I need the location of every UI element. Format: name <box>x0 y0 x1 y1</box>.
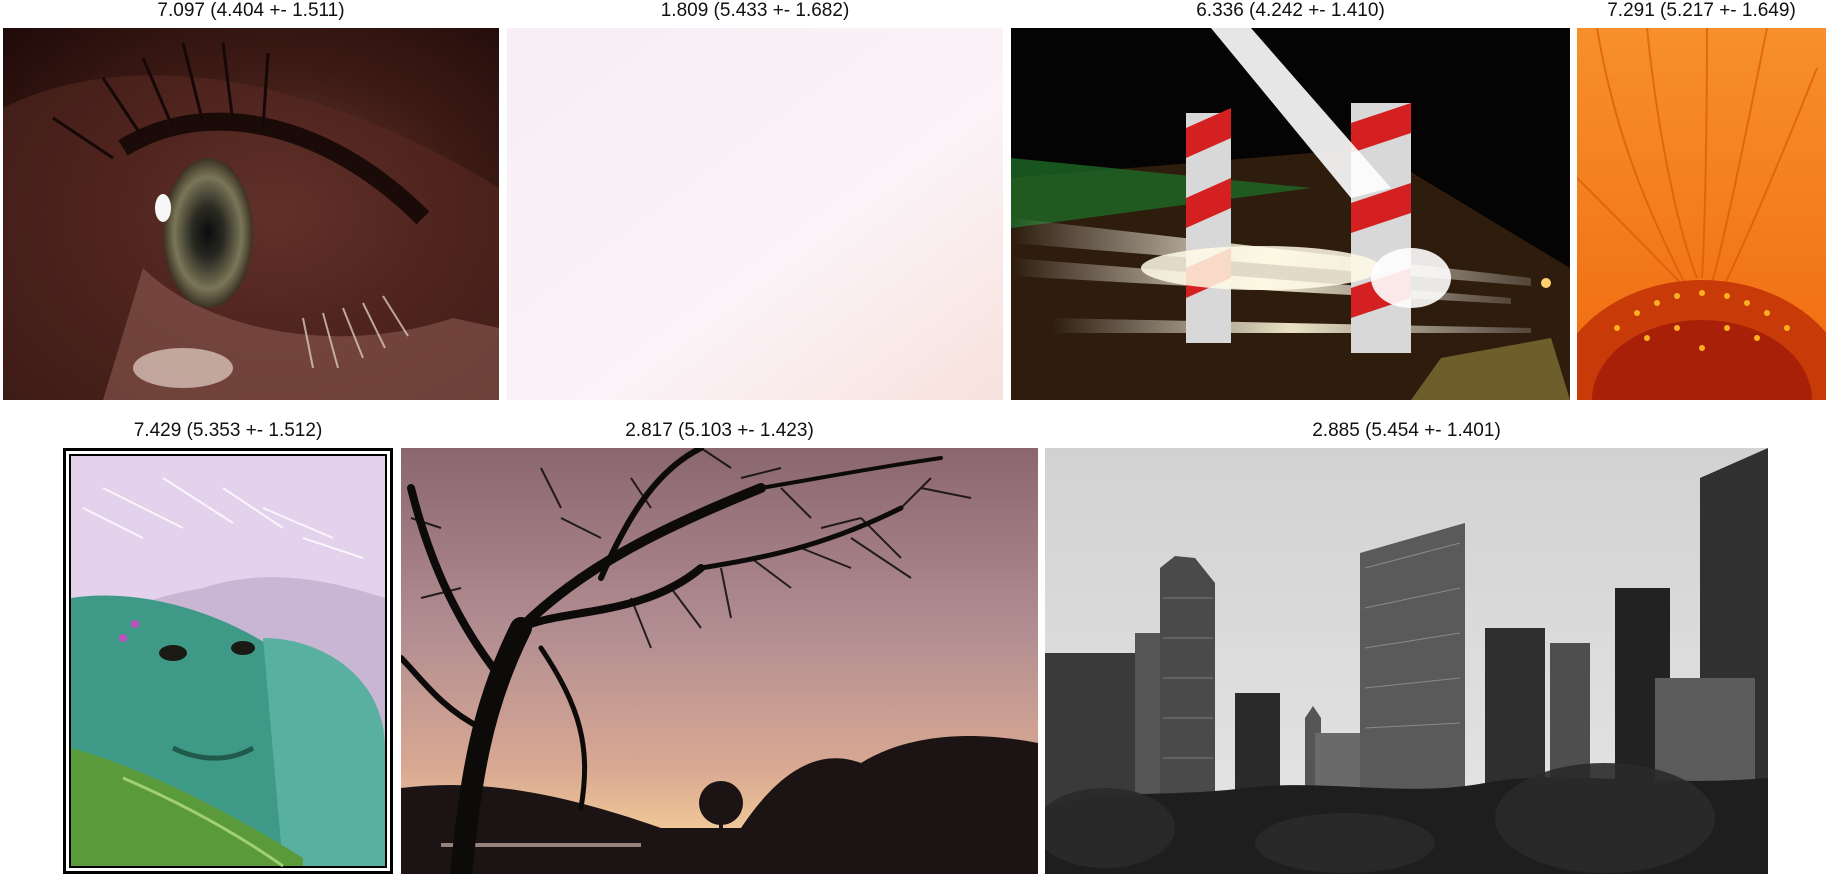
image-card-flower: 7.291 (5.217 +- 1.649) <box>1577 0 1826 400</box>
skyline-photo <box>1045 448 1768 874</box>
image-score-caption: 6.336 (4.242 +- 1.410) <box>1196 0 1385 21</box>
blank-photo <box>507 28 1003 400</box>
train-photo <box>1011 28 1570 400</box>
flower-photo <box>1577 28 1826 400</box>
image-card-train: 6.336 (4.242 +- 1.410) <box>1011 0 1570 400</box>
image-card-blank: 1.809 (5.433 +- 1.682) <box>507 0 1003 400</box>
image-score-caption: 7.291 (5.217 +- 1.649) <box>1607 0 1796 21</box>
image-card-tree: 2.817 (5.103 +- 1.423) <box>401 420 1038 874</box>
tree-photo <box>401 448 1038 874</box>
image-score-caption: 7.097 (4.404 +- 1.511) <box>157 0 345 21</box>
image-score-caption: 7.429 (5.353 +- 1.512) <box>133 420 323 441</box>
image-score-caption: 2.885 (5.454 +- 1.401) <box>1312 420 1501 441</box>
image-card-skyline: 2.885 (5.454 +- 1.401) <box>1045 420 1768 874</box>
image-card-face: 7.429 (5.353 +- 1.512) <box>63 420 393 874</box>
image-score-caption: 1.809 (5.433 +- 1.682) <box>660 0 850 21</box>
image-score-caption: 2.817 (5.103 +- 1.423) <box>625 420 814 441</box>
face-photo <box>63 448 393 874</box>
image-card-eye: 7.097 (4.404 +- 1.511) <box>3 0 499 400</box>
eye-photo <box>3 28 499 400</box>
